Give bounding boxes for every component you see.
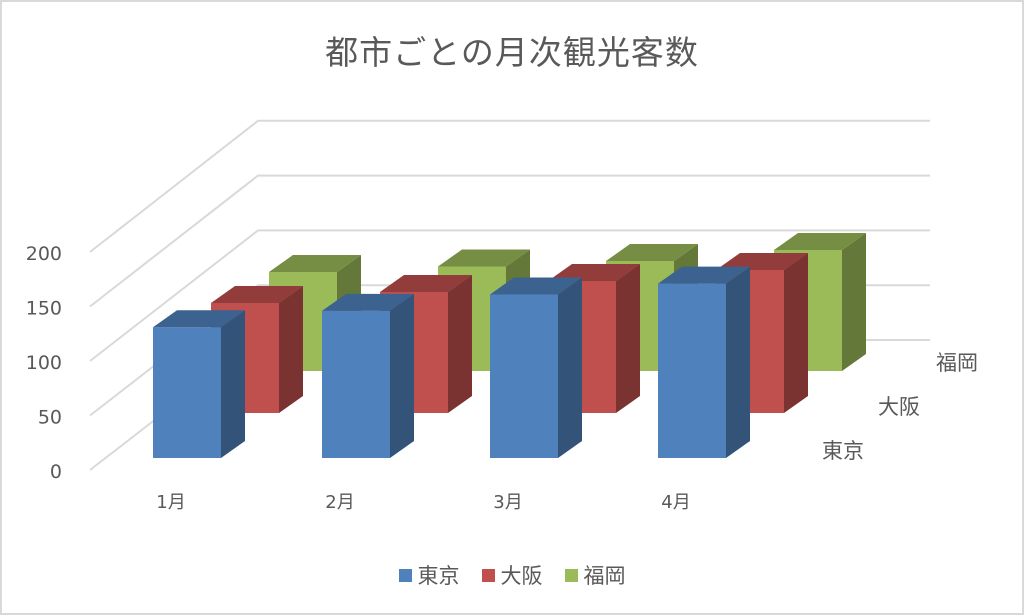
series-東京	[153, 266, 750, 459]
y-tick-label: 150	[26, 298, 62, 320]
bar-front-face	[490, 294, 558, 458]
bar-side-face	[390, 293, 414, 458]
gridline	[89, 229, 930, 362]
gridline	[89, 174, 930, 308]
y-tick-label: 200	[26, 243, 62, 265]
bar-side-face	[558, 277, 582, 458]
bar-side-face	[616, 264, 640, 413]
legend-item[interactable]: 大阪	[481, 560, 543, 590]
y-axis-labels: 0 50 100 150 200	[26, 243, 62, 483]
bar-side-face	[279, 286, 303, 413]
chart-legend: 東京 大阪 福岡	[0, 560, 1024, 590]
bar-top-face	[269, 255, 361, 272]
bar-top-face	[658, 266, 750, 284]
depth-label: 福岡	[936, 351, 978, 375]
y-tick-label: 100	[26, 352, 62, 374]
bar[interactable]	[658, 266, 750, 458]
bar[interactable]	[322, 293, 414, 458]
category-label: 4月	[661, 492, 690, 513]
y-tick-label: 50	[38, 407, 62, 429]
bar-top-face	[774, 233, 866, 250]
bar-front-face	[658, 283, 726, 458]
category-label: 3月	[493, 492, 522, 513]
bar-top-face	[211, 286, 303, 303]
bar-top-face	[490, 277, 582, 295]
bar-top-face	[153, 310, 245, 328]
bar-side-face	[842, 233, 866, 371]
bar-side-face	[784, 253, 808, 413]
legend-swatch-icon	[398, 568, 412, 582]
legend-item[interactable]: 東京	[398, 560, 460, 590]
x-axis-labels: 1月 2月 3月 4月	[156, 492, 690, 513]
bar-side-face	[221, 310, 245, 458]
bar-top-face	[322, 293, 414, 311]
depth-label: 大阪	[878, 395, 920, 419]
legend-swatch-icon	[564, 568, 578, 582]
bar-front-face	[322, 310, 390, 458]
legend-label: 大阪	[500, 564, 543, 588]
legend-label: 福岡	[583, 564, 626, 588]
bar-side-face	[726, 266, 750, 458]
category-label: 1月	[156, 492, 185, 513]
bar-top-face	[716, 253, 808, 270]
bar-side-face	[448, 275, 472, 413]
category-label: 2月	[325, 492, 354, 513]
bar-front-face	[153, 327, 221, 458]
legend-swatch-icon	[481, 568, 495, 582]
bar-top-face	[380, 275, 472, 292]
depth-label: 東京	[822, 439, 864, 463]
bar-top-face	[438, 249, 530, 267]
bar-top-face	[548, 264, 640, 281]
legend-item[interactable]: 福岡	[564, 560, 626, 590]
bar[interactable]	[490, 277, 582, 459]
bar[interactable]	[153, 310, 245, 458]
bar-top-face	[606, 244, 698, 261]
bars	[153, 233, 866, 458]
chart-title: 都市ごとの月次観光客数	[325, 33, 699, 72]
legend-label: 東京	[417, 564, 460, 588]
gridline	[89, 119, 930, 253]
y-tick-label: 0	[50, 461, 62, 483]
